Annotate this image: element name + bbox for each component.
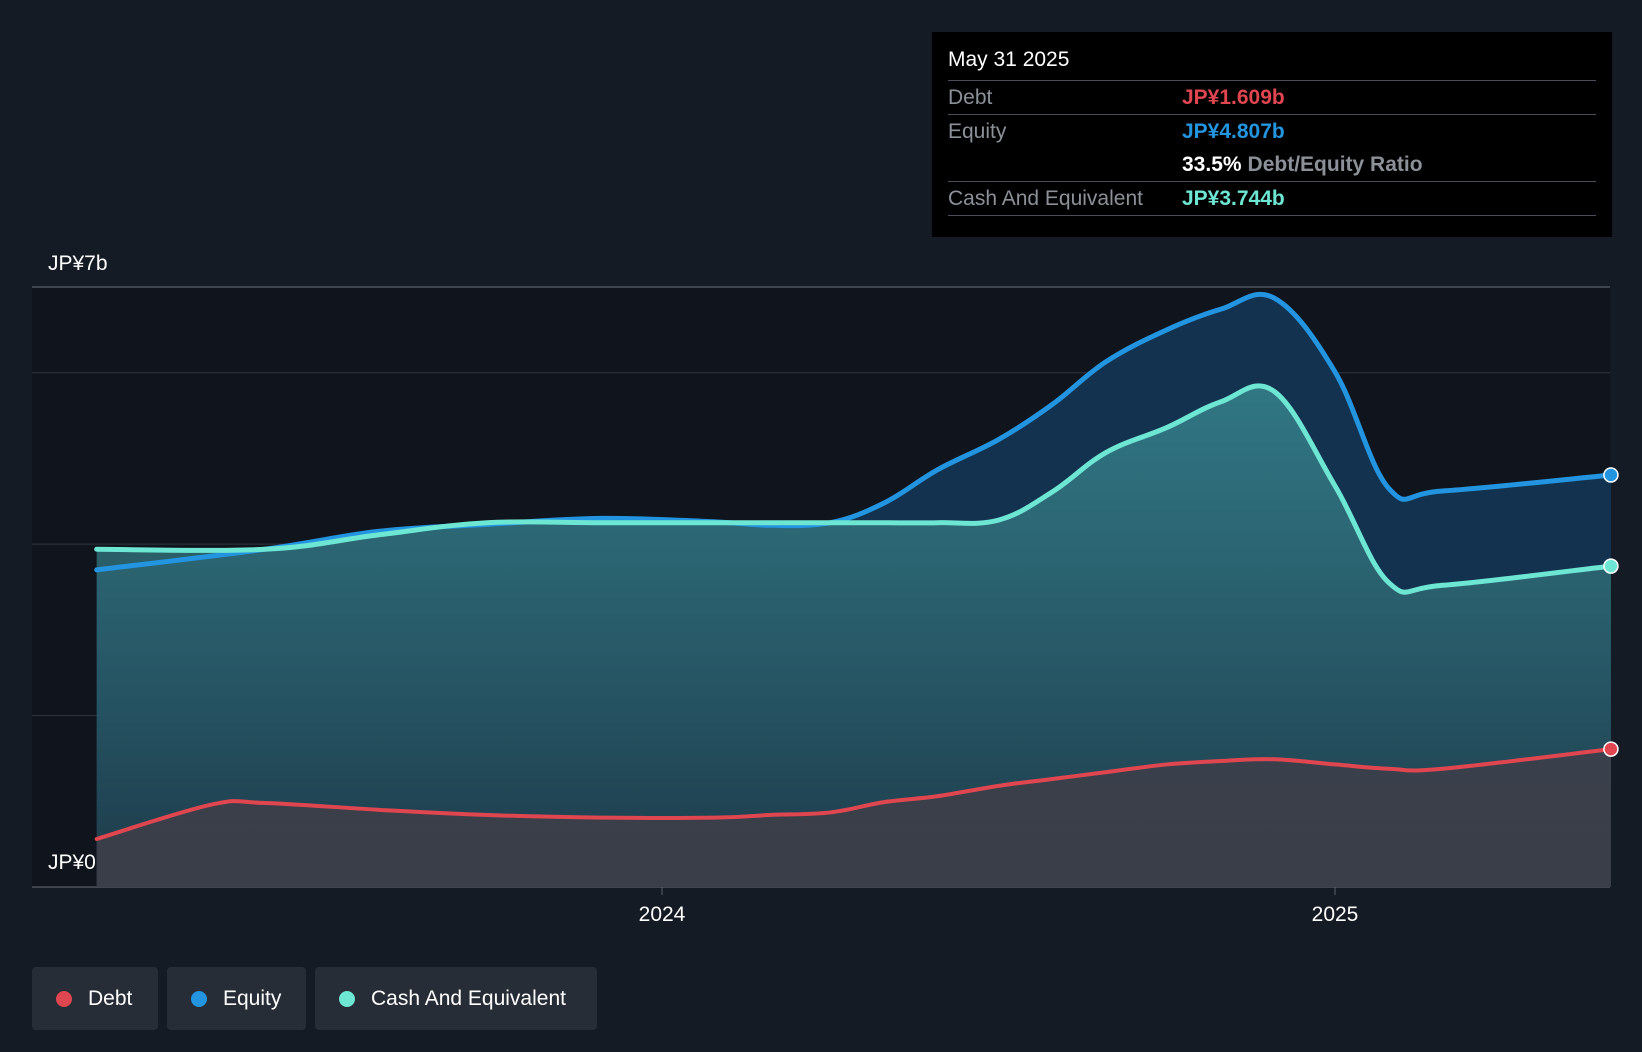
y-axis-bottom-label: JP¥0 [48, 851, 96, 874]
tooltip-date: May 31 2025 [948, 46, 1596, 81]
legend-cash-label: Cash And Equivalent [371, 986, 566, 1010]
series-lines [94, 291, 1614, 841]
legend-equity-label: Equity [223, 986, 282, 1010]
end-marker-debt [1603, 741, 1619, 757]
axes: JP¥7b JP¥0 2024 2025 [48, 252, 1358, 926]
tooltip-equity-row: Equity JP¥4.807b [948, 115, 1596, 148]
tooltip-equity-label: Equity [948, 120, 1007, 143]
y-axis-top-label: JP¥7b [48, 252, 108, 275]
legend-equity-dot-icon [191, 990, 207, 1007]
legend-item-equity[interactable]: Equity [167, 967, 306, 1030]
legend-debt-dot-icon [56, 990, 72, 1007]
tooltip-cash-value: JP¥3.744b [1182, 187, 1285, 210]
tooltip-ratio-row: 33.5% Debt/Equity Ratio [948, 148, 1596, 182]
end-marker-equity [1603, 467, 1619, 483]
area-debt [96, 749, 1611, 887]
chart-legend: Debt Equity Cash And Equivalent [32, 967, 597, 1030]
line-debt [94, 747, 1613, 841]
tooltip-debt-label: Debt [948, 86, 993, 109]
tooltip-ratio-value: 33.5% [1182, 153, 1242, 176]
tooltip-debt-row: Debt JP¥1.609b [948, 81, 1596, 115]
tooltip-debt-value: JP¥1.609b [1182, 86, 1285, 109]
x-tick-label-2024: 2024 [639, 903, 686, 926]
series-end-markers [1603, 467, 1619, 757]
legend-item-debt[interactable]: Debt [32, 967, 158, 1030]
tooltip-cash-label: Cash And Equivalent [948, 187, 1143, 210]
hover-tooltip: May 31 2025 Debt JP¥1.609b Equity JP¥4.8… [932, 32, 1612, 237]
tooltip-ratio-label: Debt/Equity Ratio [1247, 153, 1423, 176]
tooltip-equity-value: JP¥4.807b [1182, 120, 1285, 143]
legend-item-cash[interactable]: Cash And Equivalent [315, 967, 597, 1030]
end-marker-cash [1603, 558, 1619, 574]
line-cash [94, 383, 1614, 595]
x-tick-label-2025: 2025 [1312, 903, 1359, 926]
tooltip-cash-row: Cash And Equivalent JP¥3.744b [948, 182, 1596, 216]
legend-debt-label: Debt [88, 986, 133, 1010]
legend-cash-dot-icon [339, 990, 355, 1007]
